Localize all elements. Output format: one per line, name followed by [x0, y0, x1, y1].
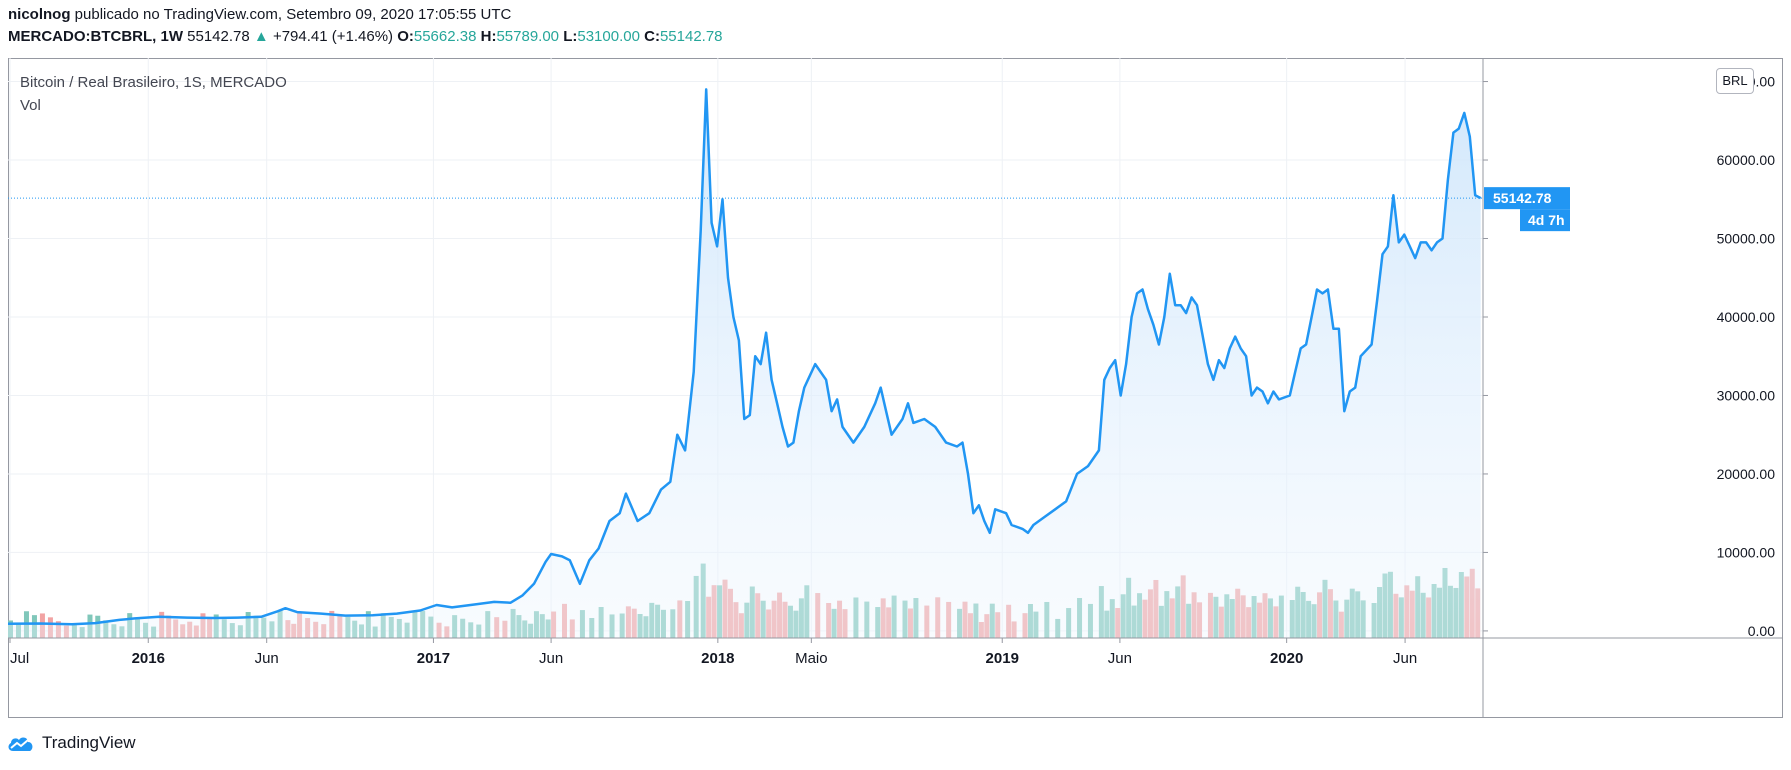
quote-bar: MERCADO:BTCBRL, 1W 55142.78 ▲ +794.41 (+… [8, 28, 723, 45]
y-tick-label: 20000.00 [1717, 466, 1776, 482]
open-label: O: [397, 28, 414, 45]
low-label: L: [563, 28, 578, 45]
axes: 0.00 10000.00 20000.00 30000.00 40000.00 5000… [8, 58, 1783, 718]
legend-title[interactable]: Bitcoin / Real Brasileiro, 1S, MERCADO [20, 74, 287, 91]
y-tick-label: 10000.00 [1717, 544, 1776, 560]
x-tick-label: Jul [10, 650, 29, 667]
high-value: 55789.00 [496, 28, 560, 45]
change-arrow-icon: ▲ [253, 28, 269, 45]
symbol-label: MERCADO:BTCBRL, 1W [8, 28, 183, 45]
author-name[interactable]: nicolnog [8, 6, 71, 23]
low-value: 53100.00 [577, 28, 640, 45]
x-tick-label: 2017 [417, 650, 450, 667]
price-tag: 55142.78 4d 7h [8, 187, 1570, 232]
countdown-tag-bg [1520, 209, 1570, 232]
published-text: publicado no TradingView.com, Setembro 0… [74, 6, 512, 23]
y-tick-label: 30000.00 [1717, 387, 1776, 403]
last-price: 55142.78 [187, 28, 250, 45]
x-tick-label: 2019 [986, 650, 1019, 667]
x-tick-label: 2018 [701, 650, 734, 667]
last-price-tag-value: 55142.78 [1493, 190, 1552, 206]
close-label: C: [644, 28, 660, 45]
y-tick-label: 0.00 [1748, 623, 1775, 639]
x-tick-label: Jun [1108, 650, 1132, 667]
y-tick-label: 40000.00 [1717, 309, 1776, 325]
tradingview-cloud-icon [8, 737, 33, 751]
chart-frame [8, 58, 1783, 718]
publish-info: nicolnog publicado no TradingView.com, S… [8, 6, 511, 23]
currency-button[interactable]: BRL [1716, 68, 1754, 94]
x-tick-label: Jun [255, 650, 279, 667]
y-tick-label: 50000.00 [1717, 231, 1776, 247]
legend-volume[interactable]: Vol [20, 97, 41, 114]
price-chart[interactable]: 0.00 10000.00 20000.00 30000.00 40000.00 5000… [8, 58, 1783, 718]
tradingview-logo[interactable]: TradingView [6, 733, 136, 753]
close-value: 55142.78 [659, 28, 723, 45]
x-tick-label: 2016 [132, 650, 165, 667]
open-value: 55662.38 [413, 28, 477, 45]
x-tick-label: Jun [1393, 650, 1417, 667]
countdown-tag-value: 4d 7h [1528, 212, 1565, 228]
tradingview-brand: TradingView [42, 733, 136, 752]
x-tick-label: Jun [539, 650, 563, 667]
price-area-fill [8, 89, 1481, 638]
price-line [8, 88, 1482, 626]
x-tick-label: Maio [795, 650, 828, 667]
y-tick-label: 60000.00 [1717, 152, 1776, 168]
change-value: +794.41 (+1.46%) [272, 28, 394, 45]
x-tick-label: 2020 [1270, 650, 1303, 667]
high-label: H: [480, 28, 497, 45]
last-price-tag-bg [1484, 187, 1570, 210]
price-area [8, 88, 1482, 638]
